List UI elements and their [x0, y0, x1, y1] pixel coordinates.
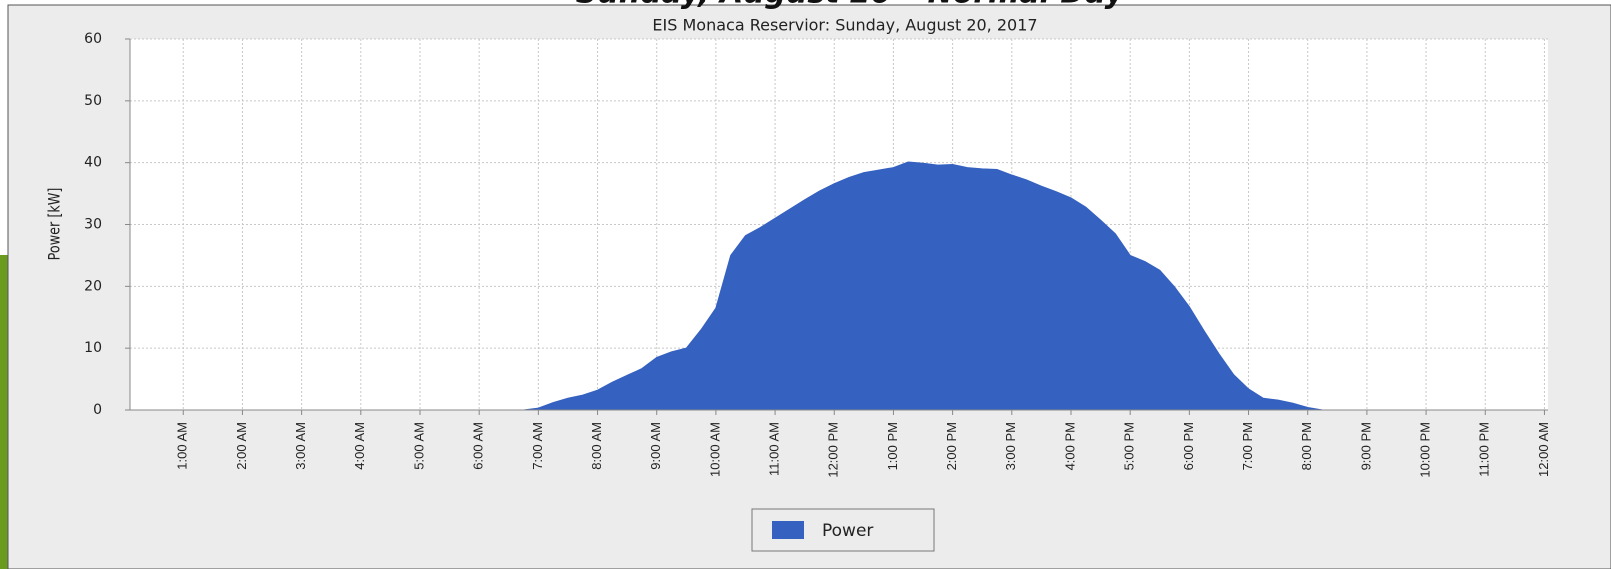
y-axis-label: Power [kW] [46, 188, 64, 261]
x-tick-label: 2:00 AM [234, 422, 249, 470]
legend-swatch [772, 521, 804, 539]
y-tick-label: 40 [84, 155, 102, 171]
y-tick-label: 10 [84, 340, 102, 356]
x-tick-label: 3:00 AM [293, 422, 308, 470]
x-tick-label: 7:00 AM [530, 422, 545, 470]
area [135, 161, 1545, 411]
x-tick-label: 4:00 PM [1062, 422, 1077, 470]
x-tick-label: 5:00 PM [1122, 422, 1137, 470]
x-tick-label: 4:00 AM [352, 422, 367, 470]
legend: Power [751, 508, 935, 552]
x-tick-label: 7:00 PM [1240, 422, 1255, 470]
x-tick-label: 1:00 PM [885, 422, 900, 470]
x-tick-label: 11:00 AM [767, 422, 782, 476]
y-tick-label: 50 [84, 93, 102, 109]
x-tick-label: 5:00 AM [411, 422, 426, 470]
x-tick-label: 12:00 PM [826, 422, 841, 478]
side-strip [0, 255, 9, 569]
x-tick-label: 6:00 PM [1181, 422, 1196, 470]
y-tick-label: 30 [84, 217, 102, 233]
x-tick-label: 1:00 AM [175, 422, 190, 470]
x-tick-label: 6:00 AM [471, 422, 486, 470]
x-tick-label: 8:00 AM [589, 422, 604, 470]
x-tick-label: 9:00 PM [1358, 422, 1373, 470]
x-tick-label: 8:00 PM [1299, 422, 1314, 470]
chart-title: Sunday, August 20 – Normal Day [576, 0, 1126, 11]
x-tick-label: 9:00 AM [648, 422, 663, 470]
y-tick-label: 60 [84, 31, 102, 47]
x-tick-label: 11:00 PM [1477, 422, 1492, 477]
y-tick-label: 0 [93, 402, 102, 418]
x-tick-label: 3:00 PM [1003, 422, 1018, 470]
x-tick-label: 10:00 AM [707, 422, 722, 477]
chart-subtitle: EIS Monaca Reservior: Sunday, August 20,… [652, 16, 1037, 35]
x-tick-label: 12:00 AM [1536, 422, 1551, 477]
x-tick-label: 2:00 PM [944, 422, 959, 470]
y-tick-label: 20 [84, 278, 102, 294]
legend-label: Power [822, 521, 873, 541]
x-tick-label: 10:00 PM [1418, 422, 1433, 478]
